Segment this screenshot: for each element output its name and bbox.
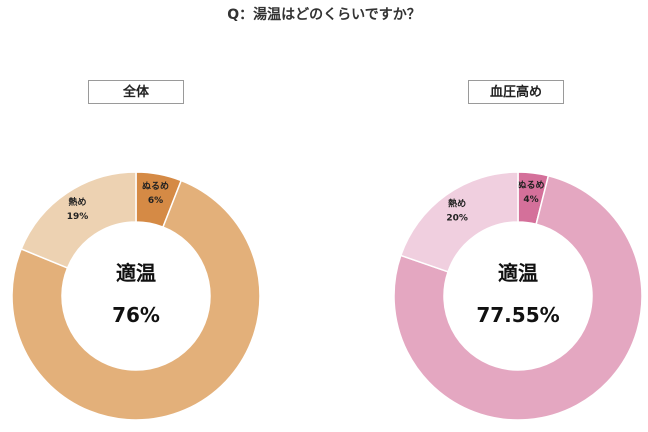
segment-name-nurume: ぬるめ bbox=[517, 180, 544, 191]
donut-segment-tekion bbox=[11, 179, 261, 421]
donut-center-value: 77.55% bbox=[476, 303, 559, 327]
segment-name-nurume: ぬるめ bbox=[142, 181, 169, 192]
segment-value-atsume: 19% bbox=[67, 212, 89, 222]
donut-chart-overall: ぬるめ 6% 熱め 19% 適温 76% bbox=[11, 171, 261, 421]
chart-label-high-blood-pressure: 血圧高め bbox=[468, 80, 564, 104]
segment-name-atsume: 熱め bbox=[448, 197, 466, 209]
donut-center-value: 76% bbox=[112, 303, 160, 327]
donut-segment-atsume bbox=[20, 171, 137, 269]
segment-value-nurume: 4% bbox=[523, 195, 538, 205]
donut-center-label: 適温 bbox=[498, 261, 538, 285]
donut-segment-tekion bbox=[393, 174, 643, 421]
chart-label-overall: 全体 bbox=[88, 80, 184, 104]
segment-value-nurume: 6% bbox=[148, 196, 163, 206]
donut-chart-high-blood-pressure: ぬるめ 4% 熱め 20% 適温 77.55% bbox=[393, 171, 643, 421]
segment-name-atsume: 熱め bbox=[68, 196, 86, 208]
donut-center-label: 適温 bbox=[116, 261, 156, 285]
segment-value-atsume: 20% bbox=[446, 213, 468, 223]
donut-segment-atsume bbox=[399, 171, 519, 273]
chart-question-title: Q：湯温はどのくらいですか？ bbox=[227, 7, 421, 23]
